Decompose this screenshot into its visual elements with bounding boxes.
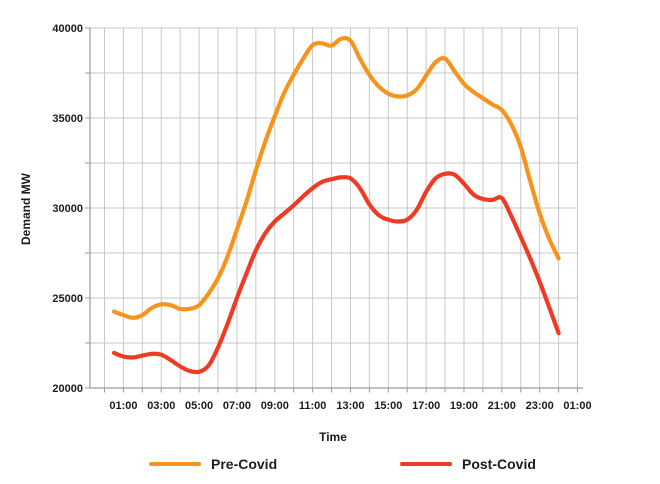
- post-covid-line-swatch: [400, 462, 452, 466]
- x-tick-label: 05:00: [185, 400, 213, 412]
- x-tick-label: 21:00: [488, 400, 516, 412]
- series-line-pre-covid: [111, 36, 561, 320]
- legend: Pre-Covid Post-Covid: [0, 452, 660, 476]
- x-tick-label: 03:00: [147, 400, 175, 412]
- legend-label-pre-covid: Pre-Covid: [211, 456, 278, 472]
- x-tick-label: 07:00: [223, 400, 251, 412]
- y-tick-label: 35000: [52, 113, 83, 125]
- x-tick-label: 01:00: [563, 400, 591, 412]
- x-tick-label: 13:00: [336, 400, 364, 412]
- x-tick-label: 01:00: [109, 400, 137, 412]
- x-tick-label: 15:00: [374, 400, 402, 412]
- x-tick-label: 11:00: [299, 400, 327, 412]
- series-line-post-covid: [111, 171, 561, 375]
- y-tick-label: 30000: [52, 203, 83, 215]
- legend-item-post-covid: Post-Covid: [400, 454, 536, 474]
- x-tick-label: 23:00: [526, 400, 554, 412]
- x-tick-label: 17:00: [412, 400, 440, 412]
- y-tick-label: 20000: [52, 383, 83, 395]
- legend-label-post-covid: Post-Covid: [462, 456, 536, 472]
- x-tick-label: 19:00: [450, 400, 478, 412]
- y-tick-label: 40000: [52, 23, 83, 35]
- legend-item-pre-covid: Pre-Covid: [149, 454, 277, 474]
- pre-covid-line-swatch: [149, 462, 201, 466]
- x-axis-title: Time: [319, 430, 347, 444]
- y-tick-label: 25000: [52, 293, 83, 305]
- x-tick-label: 09:00: [261, 400, 289, 412]
- y-axis-title: Demand MW: [19, 173, 33, 245]
